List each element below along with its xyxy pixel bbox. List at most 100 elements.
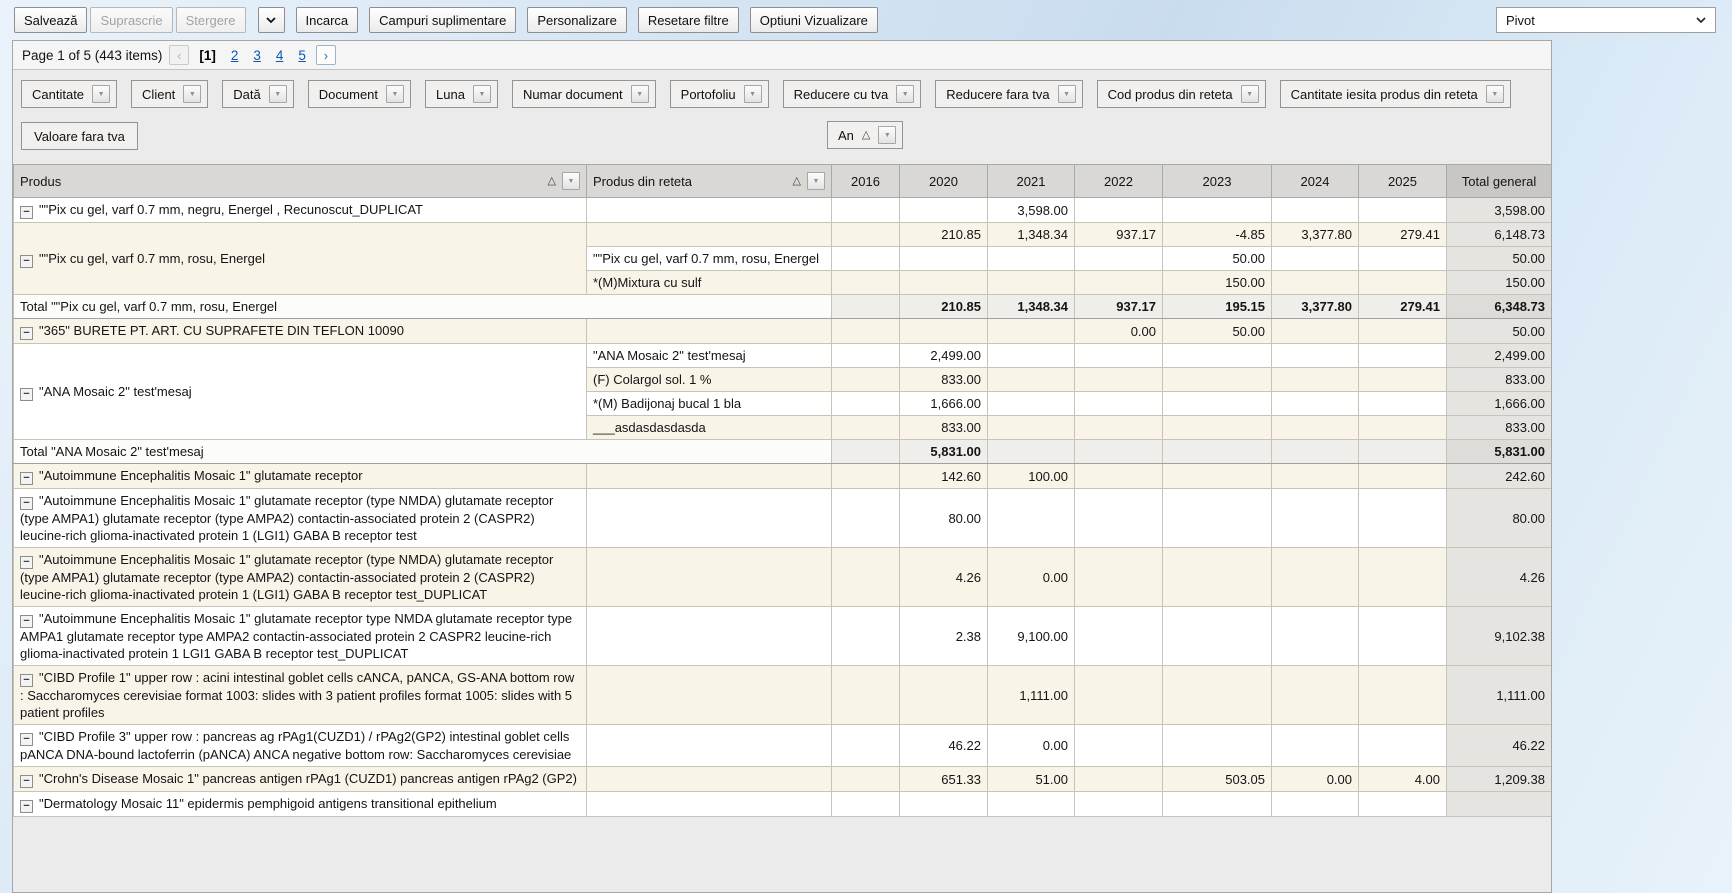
row-total-cell: 6,348.73 [1446,294,1551,319]
filter-field-portofoliu[interactable]: Portofoliu ▼ [669,80,769,108]
collapse-button[interactable]: − [20,775,33,788]
field-filter-button[interactable]: ▼ [630,85,649,103]
pivot-grid: Page 1 of 5 (443 items) ‹ [1] 2 3 4 5 › Cant… [12,40,1552,893]
filter-field-cantitate-iesita-produs-din-reteta[interactable]: Cantitate iesita produs din reteta ▼ [1279,80,1511,108]
collapse-button[interactable]: − [20,733,33,746]
value-cell [1074,606,1163,666]
prev-page-button[interactable]: ‹ [169,45,190,65]
collapse-button[interactable]: − [20,472,33,485]
field-filter-button[interactable]: ▼ [1057,85,1076,103]
value-cell [831,391,900,416]
total-general-header: Total general [1446,164,1551,198]
row-total-cell: 833.00 [1446,415,1551,440]
field-an[interactable]: An △ ▼ [827,121,904,149]
field-filter-button[interactable]: ▼ [1485,85,1504,103]
filter-field-luna[interactable]: Luna ▼ [425,80,498,108]
filter-field-client[interactable]: Client ▼ [131,80,209,108]
product-cell: − "Crohn's Disease Mosaic 1" pancreas ant… [13,766,587,792]
value-cell: 503.05 [1162,766,1272,792]
filter-field-cantitate[interactable]: Cantitate ▼ [21,80,118,108]
reteta-filter-button[interactable]: ▼ [807,172,825,190]
group-total-label: Total "ANA Mosaic 2" test'mesaj [13,439,832,464]
filter-field-reducere-fara-tva[interactable]: Reducere fara tva ▼ [935,80,1083,108]
row-total-cell: 833.00 [1446,367,1551,392]
resetare-filtre-button[interactable]: Resetare filtre [637,7,739,33]
value-cell [899,791,988,817]
field-valoare-fara-tva[interactable]: Valoare fara tva [21,122,138,150]
field-label: Portofoliu [680,86,736,102]
collapse-button[interactable]: − [20,387,33,401]
collapse-button[interactable]: − [20,800,33,813]
filter-field-numar-document[interactable]: Numar document ▼ [511,80,656,108]
field-filter-button[interactable]: ▼ [386,85,405,103]
collapse-button[interactable]: − [20,497,33,510]
value-cell: 279.41 [1358,294,1447,319]
personalizare-button[interactable]: Personalizare [527,7,627,33]
year-column-header-2021[interactable]: 2021 [987,164,1075,198]
value-cell [1271,270,1359,295]
field-filter-button[interactable]: ▼ [743,85,762,103]
collapse-button[interactable]: − [20,327,33,340]
filter-field-document[interactable]: Document ▼ [307,80,412,108]
filter-field-cod-produs-din-reteta[interactable]: Cod produs din reteta ▼ [1096,80,1266,108]
value-cell [831,318,900,344]
campuri-suplimentare-button[interactable]: Campuri suplimentare [369,7,517,33]
value-cell: 195.15 [1162,294,1272,319]
value-cell [987,270,1075,295]
collapse-button[interactable]: − [20,674,33,687]
produs-filter-button[interactable]: ▼ [562,172,580,190]
collapse-button[interactable]: − [20,556,33,569]
product-label: "CIBD Profile 3" upper row : pancreas ag… [20,729,572,762]
value-cell [987,391,1075,416]
filter-field-dat-[interactable]: Dată ▼ [222,80,294,108]
year-column-header-2020[interactable]: 2020 [899,164,988,198]
collapse-button[interactable]: − [20,615,33,628]
year-column-header-2024[interactable]: 2024 [1271,164,1359,198]
reteta-header-label: Produs din reteta [593,173,693,189]
produs-header-label: Produs [20,173,62,189]
field-filter-button[interactable]: ▼ [472,85,491,103]
field-filter-button[interactable]: ▼ [183,85,202,103]
product-label: "Dermatology Mosaic 11" epidermis pemphi… [39,796,497,811]
reteta-column-header[interactable]: Produs din reteta △ ▼ [586,164,832,198]
view-mode-select[interactable]: Pivot [1496,7,1716,33]
value-cell [831,415,900,440]
row-total-cell: 150.00 [1446,270,1551,295]
filter-field-reducere-cu-tva[interactable]: Reducere cu tva ▼ [782,80,922,108]
value-cell [831,294,900,319]
field-an-filter-button[interactable]: ▼ [878,126,897,144]
product-cell: − "CIBD Profile 3" upper row : pancreas a… [13,724,587,767]
next-page-button[interactable]: › [315,45,336,65]
year-column-header-2022[interactable]: 2022 [1074,164,1163,198]
page-link-5[interactable]: 5 [298,47,306,63]
value-cell [1271,246,1359,271]
recipe-product-cell [586,724,832,767]
optiuni-vizualizare-button[interactable]: Optiuni Vizualizare [749,7,878,33]
field-filter-button[interactable]: ▼ [92,85,111,103]
product-label: "Autoimmune Encephalitis Mosaic 1" gluta… [20,552,554,602]
layout-dropdown-button[interactable] [257,7,285,33]
page-link-2[interactable]: 2 [230,47,239,63]
salveaza-button[interactable]: Salvează [14,7,88,33]
table-row: − "Autoimmune Encephalitis Mosaic 1" glut… [13,463,1551,489]
product-label: "365" BURETE PT. ART. CU SUPRAFETE DIN T… [39,323,404,338]
page-link-3[interactable]: 3 [253,47,261,63]
year-column-header-2023[interactable]: 2023 [1162,164,1272,198]
field-filter-button[interactable]: ▼ [268,85,287,103]
value-cell [1162,439,1272,464]
value-cell: 0.00 [1074,318,1163,344]
produs-column-header[interactable]: Produs △ ▼ [13,164,587,198]
field-filter-button[interactable]: ▼ [1240,85,1259,103]
year-column-header-2016[interactable]: 2016 [831,164,900,198]
value-cell [987,318,1075,344]
value-cell [1074,665,1163,725]
collapse-button[interactable]: − [20,206,33,219]
row-total-cell [1446,791,1551,817]
page-link-4[interactable]: 4 [275,47,284,63]
incarca-button[interactable]: Incarca [295,7,359,33]
value-cell: 279.41 [1358,222,1447,247]
year-column-header-2025[interactable]: 2025 [1358,164,1447,198]
field-filter-button[interactable]: ▼ [896,85,915,103]
collapse-button[interactable]: − [20,254,33,268]
value-cell: 2.38 [899,606,988,666]
